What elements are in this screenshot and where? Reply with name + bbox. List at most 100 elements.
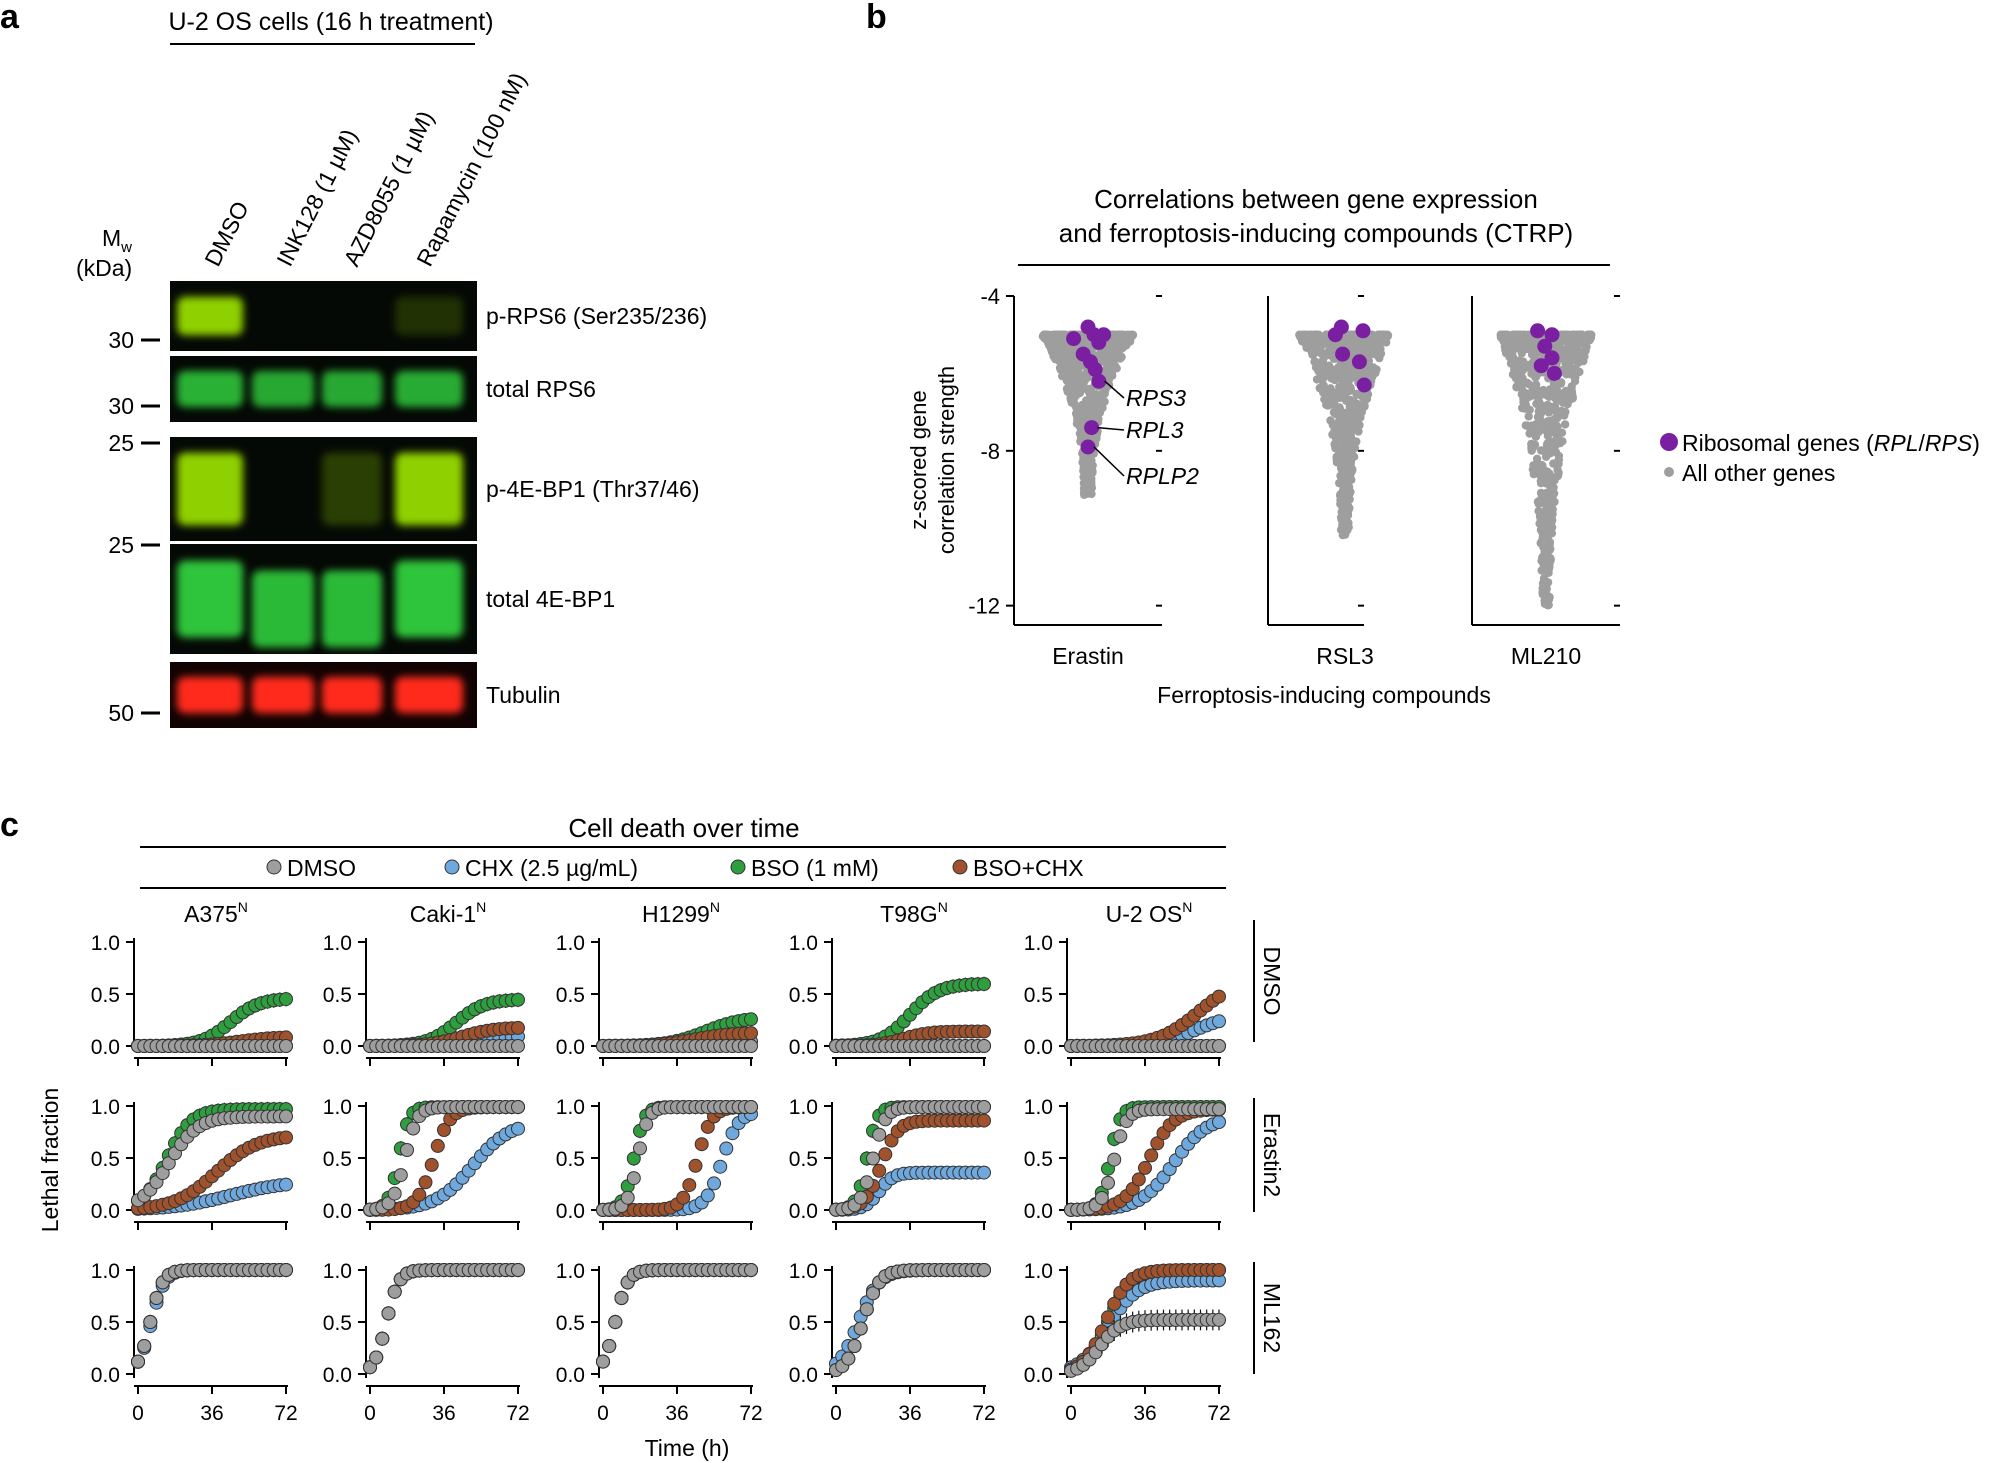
cell-line-superscript: N [476, 899, 486, 915]
chart-c-ylabel: Lethal fraction [37, 1088, 63, 1232]
gene-point [1544, 555, 1553, 564]
gene-point [1100, 397, 1109, 406]
gene-point [1358, 339, 1367, 349]
time-course-panel: 0.0 0.5 1.0 [323, 1096, 525, 1230]
panel-a-header: U-2 OS cells (16 h treatment) [168, 8, 493, 36]
chart-b-ylabel-line1: z-scored gene [906, 390, 931, 529]
legend-bso-marker [730, 859, 746, 875]
gene-point [1533, 497, 1543, 506]
gene-point [1330, 441, 1340, 450]
gene-point [1100, 389, 1110, 398]
gene-point [1336, 478, 1346, 488]
data-point [1212, 1039, 1226, 1053]
gene-point [1077, 430, 1087, 440]
gene-point [1548, 416, 1557, 426]
data-point [596, 1354, 610, 1369]
data-point [633, 1141, 647, 1156]
gene-point [1120, 341, 1129, 351]
cell-line-superscript: N [1182, 899, 1192, 915]
western-blots: p-RPS6 (Ser235/236) total RPS6 p-4E-BP1 (T… [170, 281, 707, 728]
chart-b-y-tick-label: -4 [980, 284, 1000, 309]
blot-label: p-4E-BP1 (Thr37/46) [486, 476, 699, 502]
ribosomal-point [1356, 377, 1372, 393]
lane-label-dmso: DMSO [199, 197, 253, 270]
data-point [614, 1291, 629, 1305]
gene-point [1060, 355, 1069, 365]
gene-point [1543, 507, 1553, 516]
gene-annotation-label: RPLP2 [1126, 463, 1199, 489]
gene-point [1562, 370, 1571, 379]
y-tick-label: 1.0 [556, 1096, 585, 1119]
data-point [418, 1175, 433, 1190]
y-tick-label: 0.5 [91, 1312, 120, 1335]
gene-point [1313, 359, 1323, 368]
data-point [387, 1186, 402, 1201]
gene-point [1527, 421, 1537, 430]
gene-point [1342, 462, 1351, 471]
gene-point [1103, 355, 1112, 365]
data-point [406, 1121, 421, 1136]
data-point [279, 1130, 293, 1145]
series-dmso [131, 1039, 293, 1053]
blot-2: p-4E-BP1 (Thr37/46) [170, 437, 699, 541]
gene-point [1532, 454, 1542, 463]
data-point [859, 1302, 874, 1317]
x-tick-label: 36 [1133, 1402, 1156, 1425]
data-point [1212, 1102, 1226, 1117]
data-point [1094, 1191, 1109, 1205]
blot-label: total 4E-BP1 [486, 586, 615, 612]
y-tick-label: 0.5 [789, 1312, 818, 1335]
legend-dmso-label: DMSO [287, 855, 356, 881]
blot-band [252, 676, 314, 714]
series-dmso [363, 1263, 525, 1375]
chart-b-xlabel: Ferroptosis-inducing compounds [1157, 682, 1491, 708]
gene-point [1046, 344, 1056, 353]
gene-point [1340, 391, 1349, 400]
panel-c-letter: c [0, 806, 19, 844]
gene-point [1314, 343, 1324, 352]
y-tick-label: 0.5 [323, 1312, 352, 1335]
gene-point [1531, 380, 1541, 389]
data-point [719, 1141, 734, 1156]
gene-point [1302, 334, 1311, 343]
gene-annotation-leader [1097, 426, 1125, 431]
gene-point [1549, 427, 1558, 436]
gene-point [1545, 563, 1554, 572]
ribosomal-point [1533, 358, 1549, 374]
gene-point [1075, 360, 1085, 369]
data-point [977, 1024, 991, 1039]
data-point [375, 1331, 390, 1346]
chart-b-title-line1: Correlations between gene expression [1094, 184, 1538, 214]
gene-point [1318, 384, 1327, 393]
data-point [682, 1178, 697, 1193]
y-tick-label: 0.0 [1024, 1200, 1053, 1223]
x-tick-label: 72 [274, 1402, 297, 1425]
ribosomal-point [1091, 334, 1107, 350]
gene-point [1079, 463, 1088, 473]
series-dmso [596, 1039, 758, 1053]
y-tick-label: 0.5 [91, 984, 120, 1007]
data-point [977, 1113, 991, 1128]
blot-band [322, 452, 382, 526]
gene-point [1083, 476, 1093, 485]
gene-point [1069, 355, 1078, 364]
x-tick-label: 36 [432, 1402, 455, 1425]
gene-point [1512, 382, 1521, 391]
series-bso [131, 1263, 293, 1369]
y-tick-label: 0.5 [91, 1148, 120, 1171]
gene-point [1530, 350, 1540, 359]
y-tick-label: 0.5 [789, 1148, 818, 1171]
blot-band [395, 452, 463, 526]
gene-point [1081, 398, 1091, 407]
cell-line-superscript: N [238, 899, 248, 915]
gene-point [1513, 367, 1523, 376]
series-dmso [363, 1039, 525, 1053]
gene-point [1059, 371, 1068, 380]
blot-label: Tubulin [486, 682, 561, 708]
panel-a-letter: a [0, 0, 20, 36]
y-tick-label: 0.5 [323, 1148, 352, 1171]
y-tick-label: 0.0 [323, 1200, 352, 1223]
x-tick-label: 0 [597, 1402, 609, 1425]
gene-point [1307, 347, 1316, 356]
y-tick-label: 0.0 [1024, 1364, 1053, 1387]
